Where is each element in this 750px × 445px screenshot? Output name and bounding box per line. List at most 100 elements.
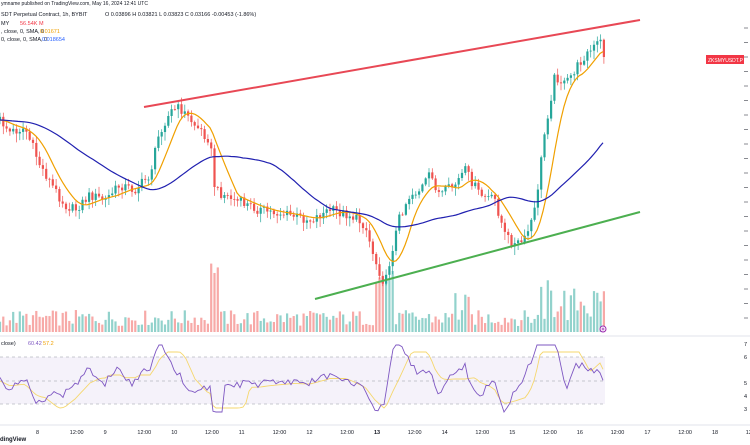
volume-bar bbox=[220, 311, 223, 332]
volume-bar bbox=[295, 314, 299, 332]
candle-body bbox=[68, 209, 71, 211]
candle-body bbox=[520, 240, 523, 243]
volume-bar bbox=[550, 290, 553, 332]
candle-body bbox=[431, 172, 434, 179]
candle-body bbox=[193, 122, 196, 126]
candle-body bbox=[493, 194, 497, 199]
time-axis-label: 18 bbox=[712, 430, 718, 436]
volume-bar bbox=[434, 316, 437, 332]
volume-bar bbox=[41, 317, 44, 332]
candle-body bbox=[470, 171, 473, 187]
time-axis-label: 12 bbox=[306, 430, 312, 436]
volume-bar bbox=[602, 291, 605, 332]
volume-bar bbox=[441, 322, 444, 332]
volume-bar bbox=[418, 319, 421, 332]
candle-body bbox=[556, 74, 559, 83]
volume-bar bbox=[576, 310, 579, 332]
volume-bar bbox=[345, 324, 348, 332]
rsi-axis-label: 3 bbox=[744, 407, 747, 413]
volume-bar bbox=[493, 323, 497, 332]
candle-body bbox=[229, 195, 233, 199]
volume-bar bbox=[394, 324, 398, 332]
volume-bar bbox=[444, 313, 447, 332]
volume-bar bbox=[348, 321, 351, 332]
volume-bar bbox=[325, 316, 328, 332]
volume-bar bbox=[517, 325, 520, 332]
ma-fast-line bbox=[0, 51, 604, 263]
volume-bar bbox=[437, 319, 440, 332]
volume-bar bbox=[229, 310, 233, 332]
volume-bar bbox=[157, 318, 160, 332]
volume-bar bbox=[58, 325, 61, 332]
candle-body bbox=[253, 203, 256, 211]
candle-body bbox=[444, 186, 447, 192]
volume-bar bbox=[12, 311, 15, 332]
candle-body bbox=[559, 82, 563, 84]
candle-body bbox=[418, 191, 421, 195]
candle-body bbox=[500, 215, 503, 223]
candle-body bbox=[295, 213, 299, 217]
candle-body bbox=[490, 194, 493, 197]
volume-bar bbox=[408, 313, 411, 332]
volume-bar bbox=[236, 323, 239, 332]
upper-trendline[interactable] bbox=[143, 19, 641, 108]
volume-bar bbox=[246, 313, 249, 332]
candle-body bbox=[35, 142, 38, 157]
rsi-line bbox=[0, 344, 604, 413]
candle-body bbox=[404, 204, 407, 215]
volume-bar bbox=[114, 321, 117, 332]
volume-bar bbox=[497, 321, 500, 332]
volume-bar bbox=[510, 318, 513, 332]
candle-body bbox=[216, 186, 219, 188]
volume-bar bbox=[368, 324, 371, 332]
indicator-1-name: MY bbox=[1, 21, 10, 27]
candle-body bbox=[41, 165, 44, 169]
time-axis[interactable]: 8 12:00 9 12:00 10 12:00 11 12:00 12 12:00 13 12:00… bbox=[36, 430, 750, 436]
rsi-axis-label: 7 bbox=[744, 342, 747, 348]
price-axis-ticks[interactable] bbox=[744, 27, 748, 319]
volume-bar bbox=[0, 321, 2, 332]
candle-body bbox=[408, 198, 411, 205]
tradingview-logo: dingView bbox=[0, 437, 27, 443]
candle-body bbox=[130, 185, 134, 192]
volume-bar bbox=[276, 314, 279, 332]
volume-bar bbox=[454, 293, 457, 332]
volume-bar bbox=[332, 315, 335, 332]
volume-bar bbox=[378, 277, 381, 332]
volume-bar bbox=[203, 320, 206, 332]
candle-body bbox=[5, 126, 8, 129]
volume-bar bbox=[315, 313, 318, 332]
time-axis-label: 14 bbox=[442, 430, 448, 436]
volume-bar bbox=[460, 310, 464, 332]
candle-body bbox=[154, 147, 157, 170]
candle-body bbox=[88, 192, 91, 202]
candle-body bbox=[322, 212, 325, 219]
candle-body bbox=[553, 74, 556, 101]
volume-bar bbox=[38, 316, 41, 332]
rsi-band bbox=[0, 357, 605, 404]
volume-bar bbox=[365, 323, 368, 332]
volume-bar bbox=[15, 322, 18, 332]
lower-trendline[interactable] bbox=[314, 211, 641, 300]
volume-bar bbox=[160, 320, 163, 332]
volume-bar bbox=[101, 324, 104, 332]
indicator-2-value: 0.01671 bbox=[40, 29, 60, 35]
volume-bar bbox=[111, 319, 114, 332]
volume-bar bbox=[35, 310, 38, 332]
time-axis-label: 12:00 bbox=[475, 430, 489, 436]
candle-body bbox=[150, 169, 153, 180]
candle-body bbox=[74, 204, 77, 211]
candle-body bbox=[451, 184, 454, 188]
time-axis-label: 17 bbox=[644, 430, 650, 436]
volume-bar bbox=[358, 311, 361, 332]
volume-bar bbox=[71, 323, 74, 332]
candle-body bbox=[579, 62, 582, 65]
candle-body bbox=[411, 194, 414, 199]
candle-body bbox=[596, 41, 599, 45]
time-axis-label: 12:00 bbox=[746, 430, 750, 436]
volume-bar bbox=[97, 322, 101, 332]
candle-body bbox=[48, 178, 51, 180]
candle-body bbox=[510, 234, 513, 247]
candle-body bbox=[309, 220, 312, 222]
